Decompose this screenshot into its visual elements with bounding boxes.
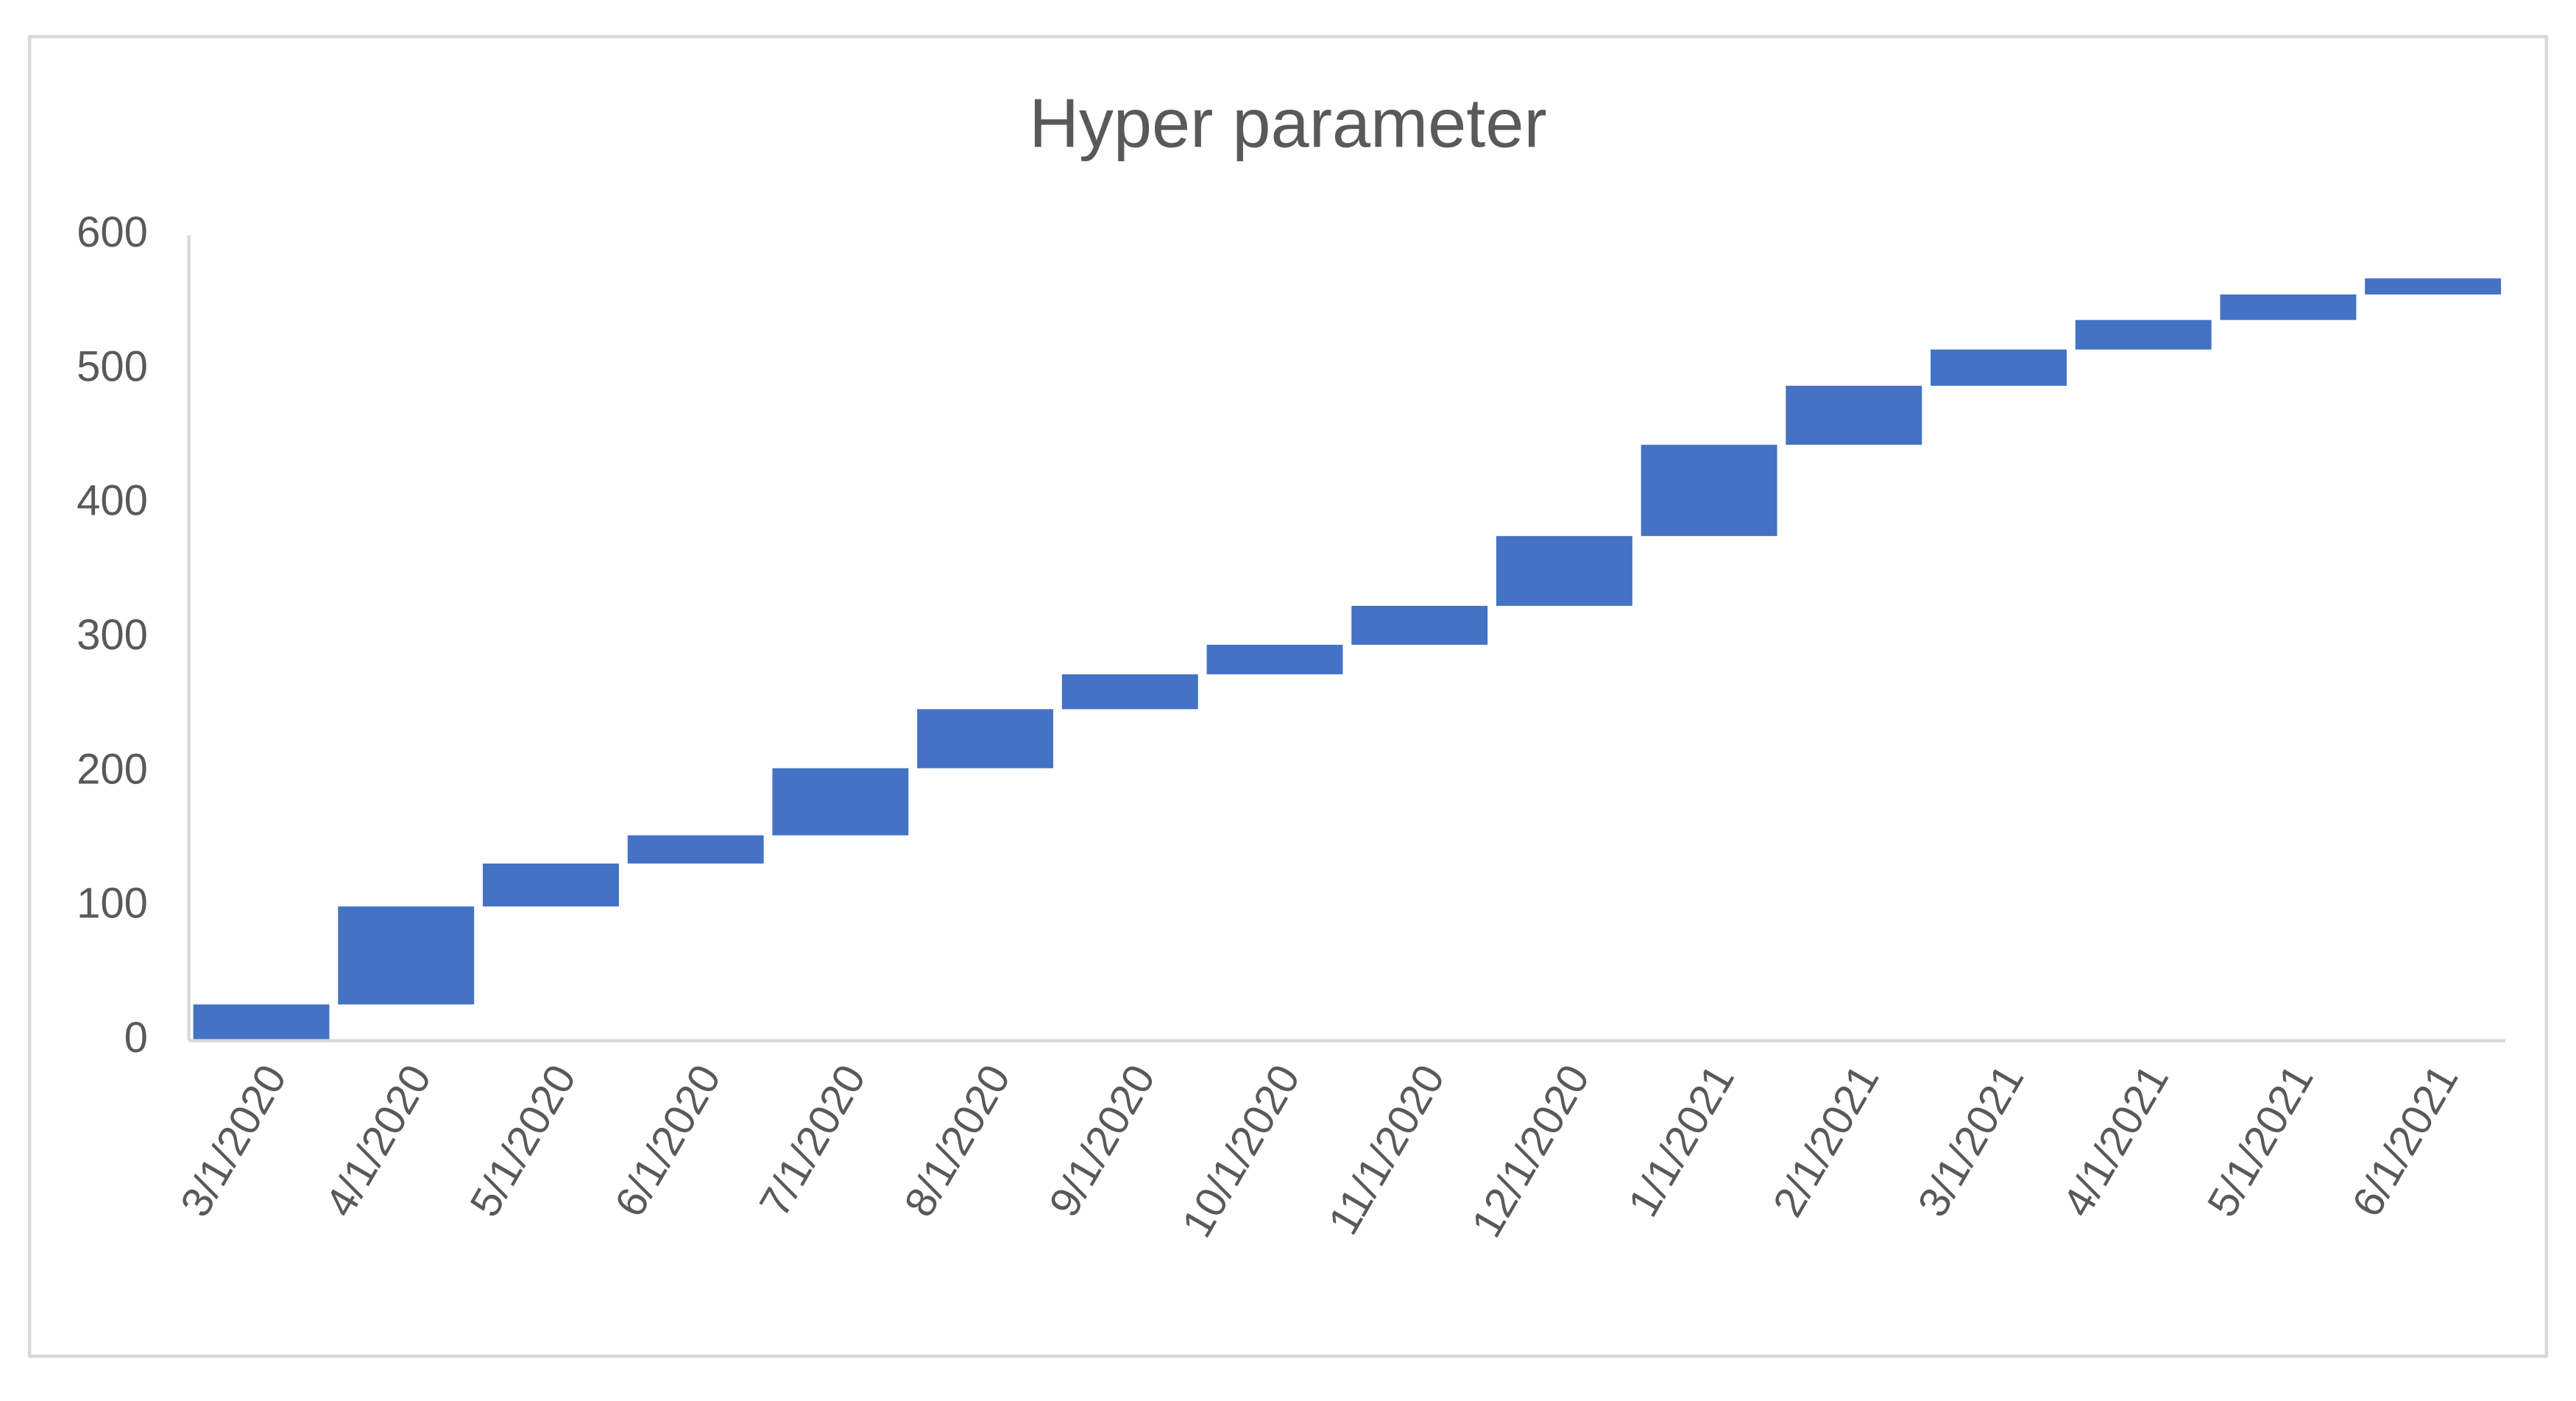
y-tick-label: 400	[77, 477, 148, 525]
y-tick-label: 500	[77, 342, 148, 390]
chart-title: Hyper parameter	[1029, 84, 1546, 161]
bar	[2075, 320, 2212, 350]
y-tick-label: 200	[77, 745, 148, 793]
chart-frame	[27, 35, 2549, 1358]
bar	[1641, 445, 1777, 537]
y-tick-label: 0	[124, 1014, 148, 1062]
bar	[772, 768, 909, 836]
bar	[627, 835, 764, 864]
bar	[1931, 349, 2067, 386]
bar	[483, 863, 619, 907]
y-tick-label: 300	[77, 611, 148, 659]
y-tick-label: 600	[77, 208, 148, 256]
y-tick-label: 100	[77, 880, 148, 928]
bar	[2365, 278, 2502, 295]
bar	[193, 1004, 330, 1041]
bar	[917, 709, 1054, 769]
bar	[2220, 294, 2357, 320]
bar	[1351, 605, 1488, 645]
bar	[1206, 644, 1343, 674]
bar	[1496, 536, 1632, 606]
bar	[338, 906, 475, 1005]
bar	[1061, 674, 1198, 710]
bar	[1786, 385, 1922, 445]
